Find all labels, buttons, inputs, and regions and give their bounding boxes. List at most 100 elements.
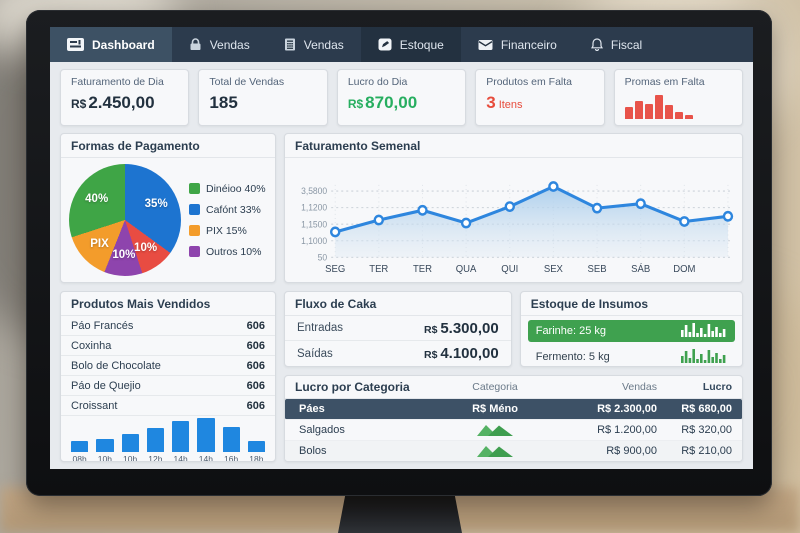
nav-tab-fiscal[interactable]: Fiscal bbox=[574, 27, 659, 62]
svg-text:SEB: SEB bbox=[588, 264, 607, 275]
kpi-value: 3 Itens bbox=[486, 93, 523, 112]
hourly-label: 10h bbox=[123, 454, 138, 462]
monitor-stand bbox=[338, 494, 462, 533]
hourly-bar bbox=[96, 438, 114, 452]
cashflow-label: Saídas bbox=[297, 347, 333, 360]
payment-panel-title: Formas de Pagamento bbox=[61, 134, 275, 158]
product-value: 606 bbox=[246, 359, 265, 372]
column-header-vendas: Vendas bbox=[621, 381, 657, 393]
stock-label: Farinhe: 25 kg bbox=[535, 325, 607, 337]
product-value: 606 bbox=[246, 319, 265, 332]
bell-icon bbox=[590, 38, 603, 51]
hourly-label: 18h bbox=[249, 454, 264, 462]
stock-panel-title: Estoque de Insumos bbox=[520, 292, 742, 316]
kpi-row: Faturamento de Dia R$ 2.450,00 Total de Ven… bbox=[60, 69, 744, 126]
stock-row[interactable]: Farinhe: 25 kg bbox=[527, 320, 735, 342]
svg-text:3,5800: 3,5800 bbox=[301, 186, 327, 196]
svg-text:DOM: DOM bbox=[673, 264, 695, 275]
pie-slice-label: 10% bbox=[134, 242, 158, 255]
cell-vendas: R$ 2.300,00 bbox=[597, 403, 657, 415]
cashflow-panel: Fluxo de Caka Entradas R$ 5.300,00 Saídas R… bbox=[284, 291, 512, 367]
kpi-label: Produtos em Falta bbox=[486, 76, 573, 88]
nav-tab-vendas[interactable]: Vendas bbox=[267, 27, 361, 62]
cashflow-value: R$ 5.300,00 bbox=[423, 319, 499, 337]
category-table-header: Lucro por Categoria Categoria Vendas Luc… bbox=[285, 376, 742, 399]
legend-swatch bbox=[189, 225, 200, 236]
legend-item: Outros 10% bbox=[189, 246, 266, 258]
weekly-panel: Faturamento Semenal 3,5800 1,1200 1,1500 1,… bbox=[284, 133, 743, 283]
screen: Dashboard Vendas Vendas Estoque Financeiro Fi… bbox=[50, 27, 753, 469]
category-table-panel: Lucro por Categoria Categoria Vendas Luc… bbox=[284, 375, 743, 462]
nav-tab-label: Estoque bbox=[399, 37, 444, 52]
table-row[interactable]: Bolos R$ 900,00 R$ 210,00 bbox=[285, 441, 742, 461]
nav-tab-estoque[interactable]: Estoque bbox=[360, 27, 461, 62]
stock-label: Fermento: 5 kg bbox=[535, 351, 610, 363]
cell-lucro: R$ 680,00 bbox=[681, 403, 732, 415]
products-panel: Produtos Mais Vendidos Páo Francés 606 Cox… bbox=[60, 291, 276, 462]
kpi-label: Lucro do Dia bbox=[347, 76, 408, 88]
stock-row[interactable]: Fermento: 5 kg bbox=[528, 346, 735, 367]
lock-icon bbox=[189, 38, 202, 51]
table-row[interactable]: Salgados R$ 1.200,00 R$ 320,00 bbox=[285, 420, 742, 441]
hourly-bar bbox=[247, 440, 265, 452]
svg-text:QUI: QUI bbox=[501, 264, 518, 275]
product-value: 606 bbox=[246, 379, 265, 392]
product-row: Páo de Quejio 606 bbox=[61, 376, 275, 396]
product-row: Croissant 606 bbox=[61, 396, 275, 416]
svg-text:QUA: QUA bbox=[456, 264, 477, 275]
product-name: Coxinha bbox=[71, 339, 112, 352]
dashboard-content: Faturamento de Dia R$ 2.450,00 Total de Ven… bbox=[50, 62, 753, 469]
cell-name: Salgados bbox=[299, 424, 345, 436]
legend-swatch bbox=[189, 246, 200, 257]
cashflow-panel-title: Fluxo de Caka bbox=[285, 292, 511, 316]
product-name: Páo de Quejio bbox=[71, 379, 141, 392]
stock-rows: Farinhe: 25 kg Fermento: 5 kg bbox=[521, 320, 742, 367]
payment-panel: Formas de Pagamento 35% 10% 10% PIX 40% Diné… bbox=[60, 133, 276, 283]
equalizer-icon bbox=[681, 348, 727, 367]
cell-vendas: R$ 900,00 bbox=[606, 445, 657, 457]
kpi-value: R$ 870,00 bbox=[347, 93, 418, 112]
cell-vendas: R$ 1.200,00 bbox=[597, 424, 657, 436]
kpi-minibar-chart bbox=[624, 93, 732, 119]
product-value: 606 bbox=[246, 339, 265, 352]
equalizer-icon bbox=[681, 322, 727, 341]
legend-swatch bbox=[189, 204, 200, 215]
column-header-lucro: Lucro bbox=[702, 381, 732, 393]
hourly-bar bbox=[172, 421, 190, 452]
nav-tab-financeiro[interactable]: Financeiro bbox=[461, 27, 574, 62]
pie-slice-label: 35% bbox=[144, 198, 168, 211]
cashflow-row: Entradas R$ 5.300,00 bbox=[285, 316, 511, 341]
cell-lucro: R$ 210,00 bbox=[681, 445, 732, 457]
hourly-labels: 08h 10h 10h 12h 14h 14h 16h 18h bbox=[69, 452, 267, 462]
product-row: Coxinha 606 bbox=[61, 336, 275, 356]
nav-tab-dashboard[interactable]: Dashboard bbox=[50, 27, 172, 62]
kpi-value: R$ 2.450,00 bbox=[71, 93, 155, 112]
hourly-bar bbox=[146, 428, 164, 452]
category-table-title: Lucro por Categoria bbox=[295, 380, 410, 394]
cashflow-rows: Entradas R$ 5.300,00 Saídas R$ 4.100,00 bbox=[285, 316, 511, 366]
payment-legend: Dinéioo 40% Cafónt 33% PIX 15% Outros 10% bbox=[189, 183, 266, 258]
kpi-card: Promas em Falta bbox=[613, 69, 744, 126]
kpi-card: Produtos em Falta 3 Itens bbox=[475, 69, 605, 126]
legend-item: Dinéioo 40% bbox=[189, 183, 266, 195]
svg-text:1,1000: 1,1000 bbox=[301, 236, 327, 246]
pie-slice-label: 10% bbox=[112, 248, 136, 261]
legend-swatch bbox=[189, 183, 200, 194]
hourly-bar bbox=[71, 441, 89, 452]
nav-tab-vendas[interactable]: Vendas bbox=[172, 27, 267, 62]
kpi-label: Promas em Falta bbox=[624, 76, 705, 88]
svg-text:TER: TER bbox=[369, 264, 388, 275]
column-header-categoria: Categoria bbox=[472, 381, 518, 393]
table-row[interactable]: Páes R$ Méno R$ 2.300,00 R$ 680,00 bbox=[285, 399, 742, 420]
hourly-label: 08h bbox=[72, 454, 87, 462]
cashflow-label: Entradas bbox=[297, 322, 344, 334]
kpi-label: Total de Vendas bbox=[209, 76, 285, 88]
nav-tab-label: Fiscal bbox=[610, 37, 643, 52]
hourly-label: 10h bbox=[97, 454, 112, 462]
products-panel-title: Produtos Mais Vendidos bbox=[61, 292, 275, 316]
legend-item: PIX 15% bbox=[189, 225, 266, 237]
hourly-bar bbox=[222, 427, 240, 452]
cell-name: Bolos bbox=[299, 445, 327, 457]
weekly-panel-title: Faturamento Semenal bbox=[285, 134, 742, 158]
dashboard-icon bbox=[67, 38, 84, 51]
